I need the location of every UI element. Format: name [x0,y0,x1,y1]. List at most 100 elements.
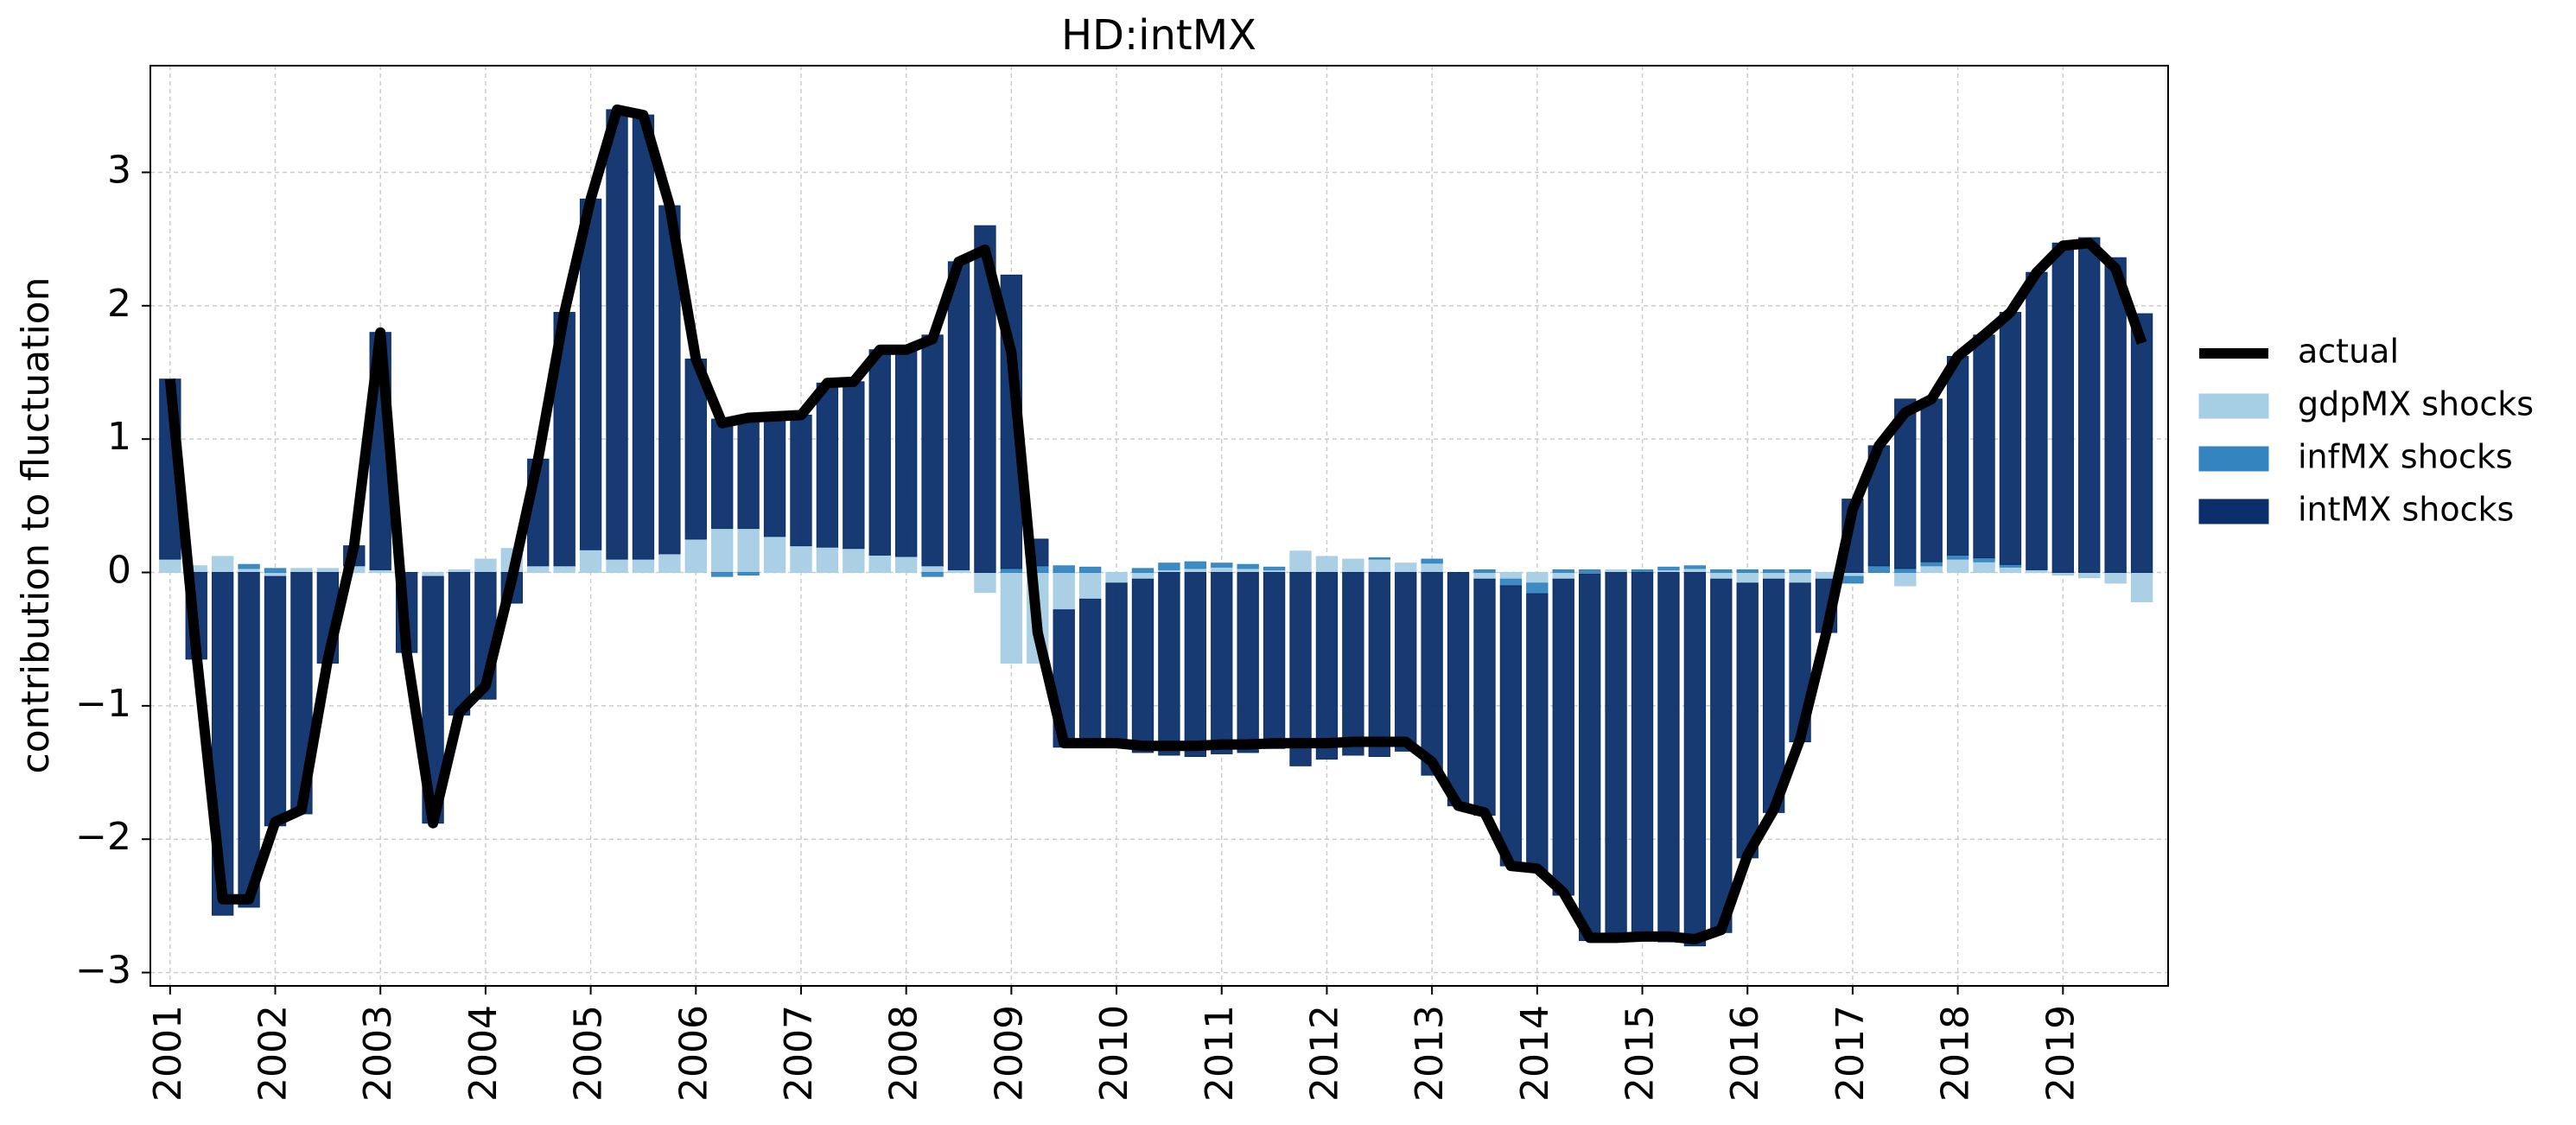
bar [1289,572,1312,766]
x-tick-label: 2001 [146,1005,190,1102]
y-axis-label: contribution to fluctuation [14,277,58,774]
bar [711,528,734,574]
y-tick-label: 2 [107,282,131,326]
bar [1237,563,1259,569]
legend-label: infMX shocks [2298,438,2513,476]
bar [1263,572,1286,749]
bar [553,312,576,567]
bar [159,558,181,574]
bar [1946,558,1969,574]
x-tick-label: 2003 [356,1005,400,1102]
bar [1211,566,1233,574]
chart-title: HD:intMX [1061,11,1256,60]
y-tick-label: 0 [107,549,131,593]
x-tick-label: 2012 [1302,1005,1346,1102]
bar [316,568,340,574]
x-tick-label: 2007 [777,1005,821,1102]
y-tick-label: −3 [75,949,131,993]
bar [1789,572,1811,584]
bar [737,572,760,576]
bar [1211,562,1233,568]
bar [474,558,497,574]
bar [1078,572,1102,600]
bar [843,548,865,574]
bar [1131,578,1154,753]
x-tick-label: 2004 [461,1005,506,1102]
bar [1920,561,1943,567]
bar [1421,572,1443,776]
y-tick-label: 3 [107,148,131,192]
x-tick-label: 2002 [251,1005,296,1102]
bar [1078,598,1102,747]
bar [1053,565,1075,574]
bar [1499,585,1523,867]
bar [1078,566,1102,574]
bar [1237,568,1259,574]
bar [1499,572,1523,580]
bar [711,418,734,530]
legend-label: intMX shocks [2298,491,2514,529]
legend-swatch [2198,446,2269,472]
bar [1289,550,1312,574]
bar [1395,572,1417,752]
bar [238,563,260,569]
bar [816,546,839,574]
bar [1315,556,1339,574]
bar [1920,565,1943,574]
bar [632,558,655,574]
bar [579,549,602,574]
bar [1579,573,1601,942]
bar [1710,569,1733,574]
x-tick-label: 2019 [2039,1005,2083,1102]
bar [527,565,550,574]
bar [1841,572,1864,577]
bar [1000,572,1023,664]
bar [1894,572,1917,587]
bar [1526,582,1549,594]
bar [1421,562,1443,574]
bar [1342,572,1364,756]
bar [895,349,918,557]
bar [1605,572,1627,942]
bar [1000,568,1023,574]
bar [1631,572,1654,940]
bar [1710,572,1733,580]
bar [2130,572,2153,602]
bar [1552,569,1574,574]
bar [264,572,287,577]
bar [2130,313,2153,574]
bar [711,572,734,577]
bar [1368,558,1390,574]
bar [790,545,812,574]
bar [974,572,996,594]
bar [1368,557,1390,560]
bar [1579,569,1601,574]
bar [211,556,234,574]
x-tick-label: 2008 [882,1005,926,1102]
bar [290,568,313,574]
bar [1237,572,1259,753]
bar [606,558,628,574]
y-tick-label: −1 [75,682,131,726]
bar [1762,572,1785,580]
bar [1315,572,1339,760]
x-tick-label: 2014 [1513,1005,1557,1102]
bar [1342,558,1364,574]
x-tick-label: 2006 [671,1005,716,1102]
bar [1158,572,1180,756]
bar [1395,562,1417,574]
x-tick-label: 2013 [1408,1005,1452,1102]
bar [1473,578,1496,816]
bar [1841,575,1864,584]
bar [868,349,891,556]
bar [1526,572,1549,584]
bar [895,556,918,574]
bar [1473,569,1496,574]
bar [816,382,839,548]
bar [763,536,786,574]
bar [1131,572,1154,580]
bar [1683,568,1707,574]
bar [1184,568,1207,574]
bar [1736,572,1759,584]
bar [1710,578,1733,933]
